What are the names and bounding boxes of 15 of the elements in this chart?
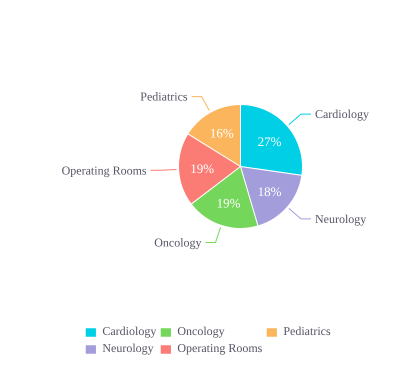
slice-label: Neurology xyxy=(314,212,366,226)
data-label: 19% xyxy=(190,160,214,176)
legend-label: Operating Rooms xyxy=(177,341,262,356)
legend-label: Cardiology xyxy=(102,324,156,339)
legend-label: Neurology xyxy=(102,341,154,356)
data-label: 18% xyxy=(258,184,282,200)
slice-label: Pediatrics xyxy=(140,90,188,104)
data-label: 27% xyxy=(258,134,282,149)
data-label: 16% xyxy=(210,125,234,140)
slice-label: Cardiology xyxy=(314,107,369,122)
legend-label: Pediatrics xyxy=(283,324,331,339)
data-label: 19% xyxy=(216,196,241,211)
legend-label: Oncology xyxy=(177,324,225,339)
slice-label: Operating Rooms xyxy=(62,163,147,178)
slice-label: Oncology xyxy=(154,236,202,250)
